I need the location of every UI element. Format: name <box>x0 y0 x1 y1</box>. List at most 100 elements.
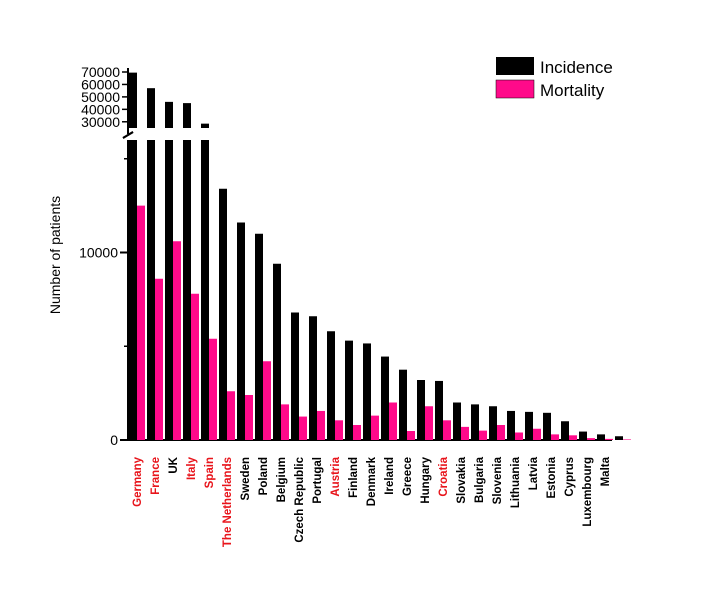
mortality-bar <box>191 293 199 440</box>
incidence-bar <box>561 421 569 440</box>
axis-break-mark-lower <box>122 131 134 139</box>
category-label: Croatia <box>438 456 450 496</box>
mortality-bar <box>407 431 415 440</box>
mortality-bar <box>425 406 433 440</box>
incidence-bar <box>237 222 245 440</box>
incidence-bar <box>309 316 317 440</box>
y-axis-label: Number of patients <box>47 196 63 314</box>
mortality-bar <box>371 415 379 440</box>
incidence-bar <box>381 356 389 440</box>
mortality-bar <box>227 391 235 440</box>
incidence-bar <box>255 233 263 440</box>
incidence-bar <box>363 343 371 440</box>
category-label: The Netherlands <box>222 457 234 547</box>
incidence-bar <box>219 188 227 440</box>
legend: Incidence Mortality <box>495 57 613 100</box>
mortality-bar <box>263 361 271 440</box>
mortality-bar <box>389 402 397 440</box>
incidence-bar <box>417 380 425 440</box>
incidence-bar <box>543 412 551 440</box>
mortality-bar <box>245 395 253 440</box>
incidence-bar <box>471 404 479 440</box>
category-label: Germany <box>132 456 144 506</box>
incidence-bar <box>615 436 623 440</box>
category-label: UK <box>168 456 180 473</box>
mortality-bar <box>497 425 505 440</box>
category-label: France <box>150 457 162 495</box>
category-label: Greece <box>402 457 414 496</box>
mortality-bar <box>155 278 163 440</box>
category-label: Latvia <box>528 456 540 490</box>
y-tick-label: 40000 <box>81 101 120 117</box>
category-label: Finland <box>348 457 360 498</box>
category-label: Spain <box>204 457 216 488</box>
legend-swatch-mortality <box>495 79 535 99</box>
legend-swatch-incidence <box>496 57 534 75</box>
incidence-bar <box>273 263 281 440</box>
mortality-bar <box>137 205 145 440</box>
incidence-bar <box>525 411 533 440</box>
category-label: Malta <box>600 456 612 486</box>
mortality-bar <box>443 420 451 440</box>
mortality-bar <box>173 241 181 440</box>
category-labels: Germany France UK Italy Spain The Netherlands… <box>132 456 612 547</box>
mortality-bar <box>353 425 361 440</box>
incidence-bar <box>597 434 605 440</box>
category-label: Slovakia <box>456 456 468 503</box>
y-tick-label: 60000 <box>81 76 120 92</box>
incidence-bar <box>291 312 299 440</box>
incidence-bar-lower <box>147 140 155 440</box>
category-label: Slovenia <box>492 456 504 504</box>
legend-label-incidence: Incidence <box>540 58 613 77</box>
incidence-bar-lower <box>165 140 173 440</box>
category-label: Poland <box>258 457 270 495</box>
incidence-bar <box>435 380 443 440</box>
mortality-bar <box>623 439 631 440</box>
category-label: Denmark <box>366 456 378 506</box>
mortality-bar <box>299 416 307 440</box>
category-label: Italy <box>186 456 198 480</box>
mortality-bar <box>569 435 577 440</box>
mortality-bar <box>605 438 613 440</box>
mortality-bar <box>335 420 343 440</box>
y-tick-label: 70000 <box>81 64 120 80</box>
mortality-bar <box>479 430 487 440</box>
incidence-bar <box>327 331 335 440</box>
category-label: Estonia <box>546 456 558 498</box>
incidence-bar-upper <box>147 88 155 128</box>
category-label: Cyprus <box>564 457 576 497</box>
category-label: Sweden <box>240 457 252 500</box>
incidence-bar <box>399 369 407 440</box>
mortality-bar <box>209 338 217 440</box>
category-label: Belgium <box>276 457 288 502</box>
incidence-bar-upper <box>165 101 173 128</box>
category-label: Bulgaria <box>474 456 486 503</box>
incidence-bar-upper <box>129 72 137 128</box>
mortality-bar <box>461 426 469 440</box>
category-label: Portugal <box>312 457 324 504</box>
bars <box>129 72 631 440</box>
mortality-bar <box>281 404 289 440</box>
incidence-bar-upper <box>183 103 191 128</box>
mortality-bar <box>587 438 595 440</box>
category-label: Czech Republic <box>294 456 306 542</box>
y-tick-label: 30000 <box>81 114 120 130</box>
category-label: Ireland <box>384 457 396 495</box>
mortality-bar <box>533 428 541 440</box>
incidence-bar <box>489 406 497 440</box>
legend-label-mortality: Mortality <box>540 81 605 100</box>
incidence-bar <box>453 402 461 440</box>
y-tick-label: 10000 <box>79 245 118 261</box>
mortality-bar <box>551 434 559 440</box>
incidence-bar-upper <box>201 123 209 128</box>
mortality-bar <box>515 432 523 440</box>
incidence-bar <box>579 431 587 440</box>
category-label: Luxembourg <box>582 457 594 527</box>
incidence-bar-lower <box>129 140 137 440</box>
incidence-bar <box>345 340 353 440</box>
category-label: Hungary <box>420 456 432 503</box>
incidence-bar-lower <box>183 140 191 440</box>
incidence-bar-lower <box>201 140 209 440</box>
